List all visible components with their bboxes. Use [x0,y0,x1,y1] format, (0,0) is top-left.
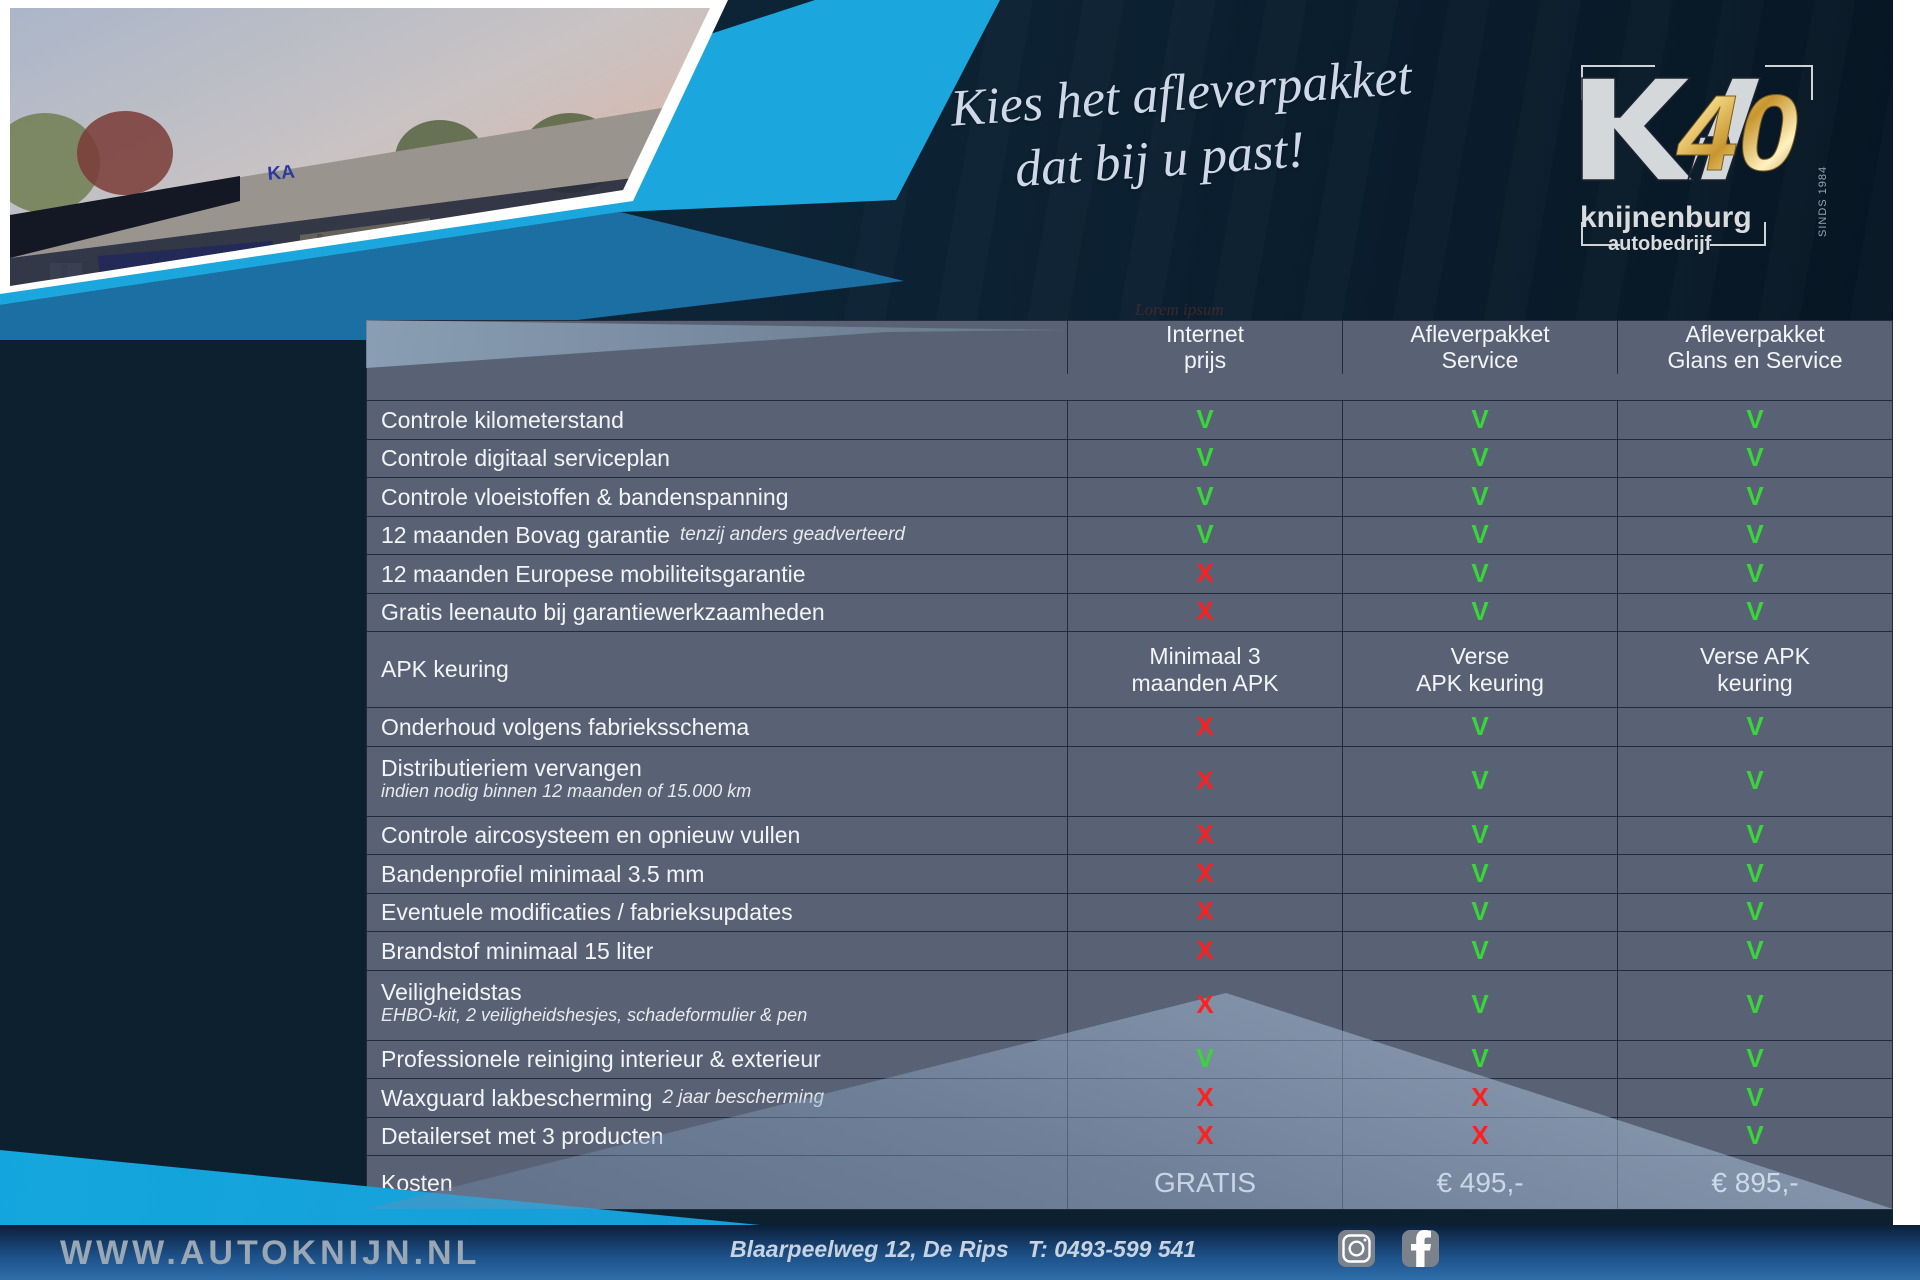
svg-text:KA: KA [267,162,296,185]
svg-text:autobedrijf: autobedrijf [1608,233,1712,255]
svg-text:knijnenburg: knijnenburg [1580,201,1752,234]
svg-text:SINDS 1984: SINDS 1984 [1817,166,1829,237]
svg-text:40: 40 [1676,72,1798,193]
